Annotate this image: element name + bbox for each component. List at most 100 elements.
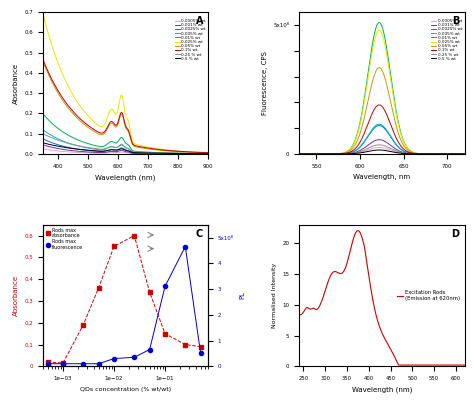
0.005% wt (306, 151, 312, 156)
0.0025% wt (376, 123, 382, 128)
Line: 0.25 % wt: 0.25 % wt (299, 145, 465, 154)
0.5 % wt (439, 151, 445, 156)
0.25 % wt (116, 144, 121, 149)
0.1% wt (205, 150, 211, 155)
Rods max
fluorescence (182, 244, 188, 249)
0.5 % wt (48, 142, 54, 147)
0.025% wt (40, 10, 46, 15)
Y-axis label: Fluorescence, CPS: Fluorescence, CPS (262, 51, 268, 115)
0.01% wt (170, 151, 176, 155)
Line: 0.05% wt: 0.05% wt (299, 68, 465, 154)
0.01% wt (439, 151, 445, 156)
0.05% wt (376, 65, 382, 70)
0.01% wt (462, 151, 467, 156)
0.1% wt (120, 114, 126, 118)
0.5 % wt (376, 148, 382, 153)
0.0025% wt (296, 151, 302, 156)
0.05% wt (120, 115, 126, 120)
0.001% wt (201, 151, 206, 156)
0.25 % wt (201, 151, 206, 156)
0.25 % wt (205, 151, 211, 156)
Rods max
absorbance (96, 285, 101, 290)
0.0005% wt (402, 151, 408, 156)
0.0005% wt (306, 151, 312, 156)
0.001% wt (439, 151, 445, 156)
0.0025% wt (439, 151, 445, 156)
0.0005% wt (439, 151, 445, 156)
0.05% wt (397, 135, 402, 140)
0.01% wt (402, 141, 408, 146)
Rods max
absorbance (111, 244, 117, 249)
Line: 0.1% wt: 0.1% wt (299, 105, 465, 154)
0.5 % wt (201, 151, 206, 156)
0.025% wt (170, 148, 176, 153)
Rods max
fluorescence (162, 284, 168, 289)
0.25 % wt (422, 151, 428, 156)
Line: 0.0025% wt: 0.0025% wt (299, 125, 465, 154)
0.25 % wt (48, 135, 54, 140)
0.0005% wt (120, 150, 126, 155)
0.05% wt (48, 78, 54, 83)
Y-axis label: Absorbance: Absorbance (13, 275, 18, 316)
0.005% wt (422, 151, 428, 156)
Y-axis label: Absorbance: Absorbance (13, 62, 18, 104)
0.025% wt (376, 28, 382, 33)
X-axis label: Wavelength (nm): Wavelength (nm) (352, 387, 412, 393)
Rods max
fluorescence (81, 361, 86, 366)
0.0025% wt (201, 151, 206, 156)
0.005% wt (439, 151, 445, 156)
0.005% wt (205, 151, 211, 156)
Line: 0.01% wt: 0.01% wt (43, 114, 208, 153)
Line: 0.25 % wt: 0.25 % wt (43, 133, 208, 153)
0.025% wt (397, 127, 402, 132)
0.01% wt (422, 151, 428, 156)
0.025% wt (201, 150, 206, 155)
Rods max
absorbance (147, 290, 153, 295)
0.05% wt (402, 144, 408, 149)
0.005% wt (201, 151, 206, 156)
0.001% wt (422, 151, 428, 156)
Line: 0.5 % wt: 0.5 % wt (43, 143, 208, 154)
0.0005% wt (296, 151, 302, 156)
0.0005% wt (170, 151, 176, 156)
0.001% wt (201, 151, 206, 156)
0.5 % wt (116, 147, 121, 152)
Line: Rods max
absorbance: Rods max absorbance (46, 234, 203, 365)
0.001% wt (205, 151, 211, 156)
Y-axis label: Normalised Intensity: Normalised Intensity (272, 263, 277, 328)
0.25 % wt (397, 150, 402, 155)
0.1% wt (40, 56, 46, 61)
0.25 % wt (462, 151, 467, 156)
0.25 % wt (439, 151, 445, 156)
0.0025% wt (201, 151, 206, 156)
Line: 0.01% wt: 0.01% wt (299, 22, 465, 154)
X-axis label: Wavelength, nm: Wavelength, nm (353, 174, 410, 180)
0.0025% wt (170, 151, 176, 156)
Line: 0.025% wt: 0.025% wt (299, 30, 465, 154)
0.25 % wt (296, 151, 302, 156)
0.0025% wt (40, 136, 46, 141)
0.25 % wt (170, 151, 176, 155)
0.025% wt (402, 142, 408, 147)
0.25 % wt (40, 131, 46, 136)
0.005% wt (462, 151, 467, 156)
0.001% wt (40, 142, 46, 147)
Legend: Excitation Rods
(Emission at 620nm): Excitation Rods (Emission at 620nm) (395, 288, 462, 303)
0.0005% wt (205, 151, 211, 156)
0.005% wt (296, 151, 302, 156)
0.0005% wt (397, 150, 402, 155)
0.05% wt (306, 151, 312, 156)
0.025% wt (392, 107, 398, 112)
0.0025% wt (205, 151, 211, 156)
Line: 0.005% wt: 0.005% wt (299, 124, 465, 154)
0.1% wt (376, 103, 382, 107)
0.05% wt (296, 151, 302, 156)
Rods max
fluorescence (111, 356, 117, 361)
0.01% wt (376, 20, 382, 25)
0.01% wt (306, 151, 312, 156)
0.25 % wt (201, 151, 206, 156)
0.1% wt (462, 151, 467, 156)
0.0005% wt (376, 145, 382, 150)
Text: A: A (196, 16, 203, 26)
0.1% wt (439, 151, 445, 156)
